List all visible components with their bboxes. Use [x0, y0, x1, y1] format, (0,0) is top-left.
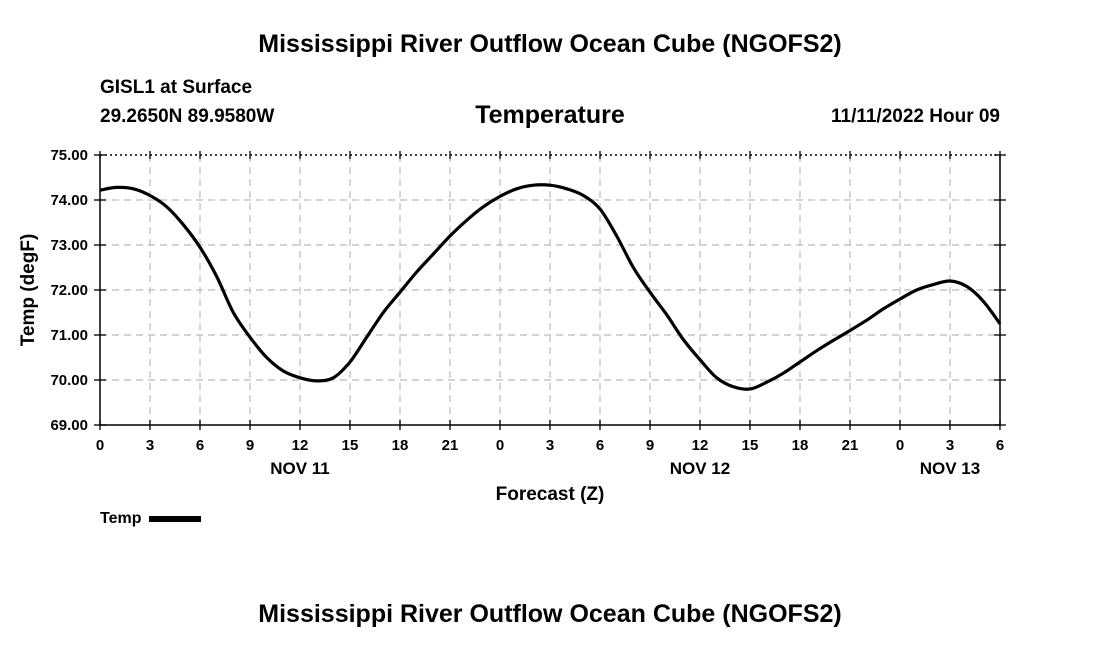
y-tick-label: 69.00 — [50, 417, 88, 434]
tick-marks — [94, 151, 1006, 430]
x-tick-label: 3 — [546, 437, 554, 454]
main-title: Mississippi River Outflow Ocean Cube (NG… — [258, 30, 842, 58]
date-label: NOV 13 — [920, 459, 980, 478]
y-tick-label: 70.00 — [50, 372, 88, 389]
x-tick-label: 0 — [896, 437, 904, 454]
x-tick-label: 15 — [742, 437, 759, 454]
x-axis-title: Forecast (Z) — [496, 484, 605, 505]
station-name: GISL1 at Surface — [100, 77, 253, 98]
x-tick-label: 12 — [692, 437, 709, 454]
legend: Temp — [100, 510, 202, 528]
temp-series-line — [99, 183, 1002, 391]
series-group — [99, 183, 1002, 391]
legend-label: Temp — [100, 510, 142, 527]
x-tick-label: 3 — [146, 437, 154, 454]
date-label: NOV 12 — [670, 459, 730, 478]
x-tick-label: 12 — [292, 437, 309, 454]
x-tick-label: 6 — [196, 437, 204, 454]
station-coordinates: 29.2650N 89.9580W — [100, 106, 275, 127]
y-tick-label: 71.00 — [50, 327, 88, 344]
y-tick-label: 75.00 — [50, 147, 88, 164]
y-tick-labels: 69.00 70.00 71.00 72.00 73.00 74.00 75.00 — [50, 147, 88, 434]
x-tick-label: 15 — [342, 437, 359, 454]
x-tick-label: 21 — [842, 437, 859, 454]
x-tick-label: 0 — [96, 437, 104, 454]
x-tick-label: 6 — [996, 437, 1004, 454]
x-tick-label: 6 — [596, 437, 604, 454]
chart-title: Temperature — [475, 101, 625, 129]
y-tick-label: 73.00 — [50, 237, 88, 254]
x-tick-labels: 0 3 6 9 12 15 18 21 0 3 6 9 12 15 18 21 0 3 6 — [96, 437, 1004, 454]
x-tick-label: 18 — [392, 437, 409, 454]
x-tick-label: 3 — [946, 437, 954, 454]
legend-swatch — [149, 516, 202, 522]
chart-datetime: 11/11/2022 Hour 09 — [830, 106, 1000, 127]
x-tick-label: 18 — [792, 437, 809, 454]
grid-lines — [100, 154, 1000, 425]
x-tick-label: 9 — [646, 437, 654, 454]
x-tick-label: 0 — [496, 437, 504, 454]
date-labels: NOV 11 NOV 12 NOV 13 — [270, 459, 980, 478]
y-tick-label: 74.00 — [50, 192, 88, 209]
x-tick-label: 9 — [246, 437, 254, 454]
date-label: NOV 11 — [270, 459, 330, 478]
y-tick-label: 72.00 — [50, 282, 88, 299]
y-axis-title: Temp (degF) — [18, 234, 39, 347]
footer-title: Mississippi River Outflow Ocean Cube (NG… — [258, 600, 842, 628]
x-tick-label: 21 — [442, 437, 459, 454]
